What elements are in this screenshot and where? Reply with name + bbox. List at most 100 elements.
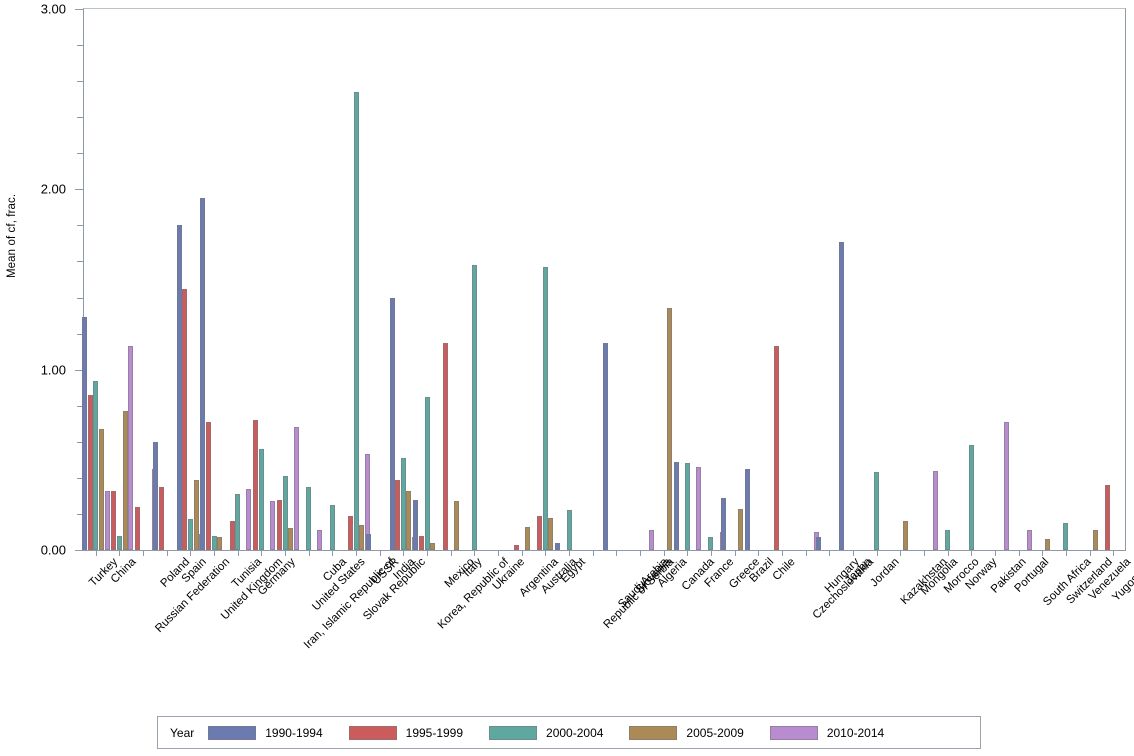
bar [648, 530, 654, 550]
bar [424, 396, 430, 550]
legend-swatch [769, 725, 818, 740]
bar [270, 501, 276, 550]
x-tick [498, 551, 500, 556]
bar [306, 486, 312, 550]
bar [566, 510, 572, 550]
y-tick-minor [77, 261, 83, 263]
bar [406, 490, 412, 550]
bar-group [84, 9, 1125, 550]
bar [258, 449, 264, 550]
x-tick [876, 551, 878, 556]
y-tick-minor [77, 477, 83, 479]
bar [1092, 530, 1098, 550]
x-tick [427, 551, 429, 556]
plot-area: 0.00 1.00 2.00 3.00 [41, 2, 1126, 558]
bar-group [84, 9, 1125, 550]
x-tick [143, 551, 145, 556]
x-tick [758, 551, 760, 556]
bar [442, 342, 448, 550]
bar [217, 537, 223, 550]
bar-group [84, 9, 1125, 550]
legend-swatch [208, 725, 257, 740]
legend-item[interactable]: 2000-2004 [489, 725, 604, 740]
bar [211, 535, 217, 550]
bar [193, 479, 199, 550]
x-tick [734, 551, 736, 556]
x-tick [190, 551, 192, 556]
bar [513, 544, 519, 550]
bar-group [84, 9, 1125, 550]
y-tick-major [75, 189, 83, 191]
x-tick [781, 551, 783, 556]
bar [696, 467, 701, 550]
bar [206, 421, 212, 550]
bar [98, 429, 104, 550]
bar [537, 515, 543, 550]
bar-group [84, 9, 1125, 550]
bar [744, 468, 750, 550]
bar-group [84, 9, 1125, 550]
x-tick [237, 551, 239, 556]
bar [395, 479, 401, 550]
x-tick [119, 551, 121, 556]
x-tick [1113, 551, 1115, 556]
bar [1045, 539, 1051, 550]
bar [293, 427, 299, 550]
bar [932, 470, 938, 550]
bar [524, 526, 530, 550]
bar [555, 542, 561, 550]
bar [602, 342, 608, 550]
bar [945, 530, 951, 550]
bar [1105, 485, 1111, 550]
x-tick [710, 551, 712, 556]
x-axis-labels: Turkey China Russian Federation Poland Spain… [83, 556, 1134, 686]
y-tick-major [75, 9, 83, 10]
legend-item[interactable]: 1990-1994 [208, 725, 323, 740]
x-tick [332, 551, 334, 556]
x-tick [663, 551, 665, 556]
bar [87, 394, 93, 550]
bar-group [84, 9, 1125, 550]
y-tick-minor [77, 225, 83, 227]
x-tick [1065, 551, 1067, 556]
x-tick [474, 551, 476, 556]
legend-item[interactable]: 2005-2009 [629, 725, 744, 740]
bar [708, 537, 714, 550]
bar [673, 461, 679, 550]
bar [317, 530, 323, 550]
bar [400, 458, 406, 550]
legend-label: 2010-2014 [826, 725, 885, 740]
bar [235, 494, 241, 550]
x-tick-label: Egypt [558, 556, 588, 586]
bar [153, 441, 159, 550]
bar [182, 288, 188, 550]
bar [737, 508, 743, 550]
y-tick-minor [77, 45, 83, 47]
bar [548, 517, 554, 550]
x-tick [356, 551, 358, 556]
x-tick [308, 551, 310, 556]
bar [453, 501, 459, 550]
bar [158, 486, 164, 550]
bar-group [84, 9, 1125, 550]
x-tick [947, 551, 949, 556]
legend-label: 2000-2004 [546, 725, 604, 740]
y-tick-minor [77, 297, 83, 299]
y-tick-minor [77, 117, 83, 119]
bar [200, 198, 206, 550]
x-tick [1042, 551, 1044, 556]
bar [839, 241, 845, 550]
bar-group [84, 9, 1125, 550]
bar [1003, 421, 1009, 550]
legend-item[interactable]: 2010-2014 [769, 725, 885, 740]
bar-group [84, 9, 1125, 550]
legend-swatch [348, 725, 397, 740]
bar [288, 528, 294, 550]
bar-group [84, 9, 1125, 550]
bar [773, 346, 779, 550]
x-tick [994, 551, 996, 556]
bar [187, 519, 193, 550]
legend-swatch [629, 725, 678, 740]
legend-item[interactable]: 1995-1999 [348, 725, 463, 740]
bar [471, 265, 477, 550]
